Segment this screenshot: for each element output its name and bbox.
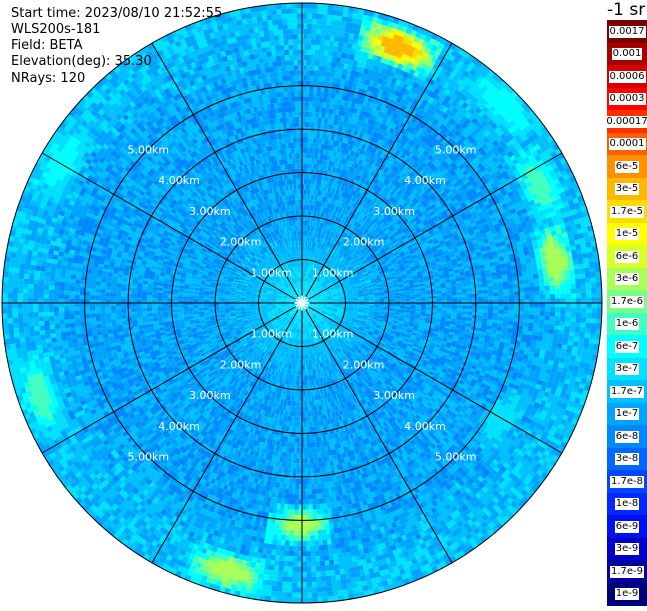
ppi-polar-chart: 1.00km1.00km1.00km1.00km2.00km2.00km2.00… <box>0 0 647 607</box>
lidar-ppi-plot: 1.00km1.00km1.00km1.00km2.00km2.00km2.00… <box>0 0 647 607</box>
